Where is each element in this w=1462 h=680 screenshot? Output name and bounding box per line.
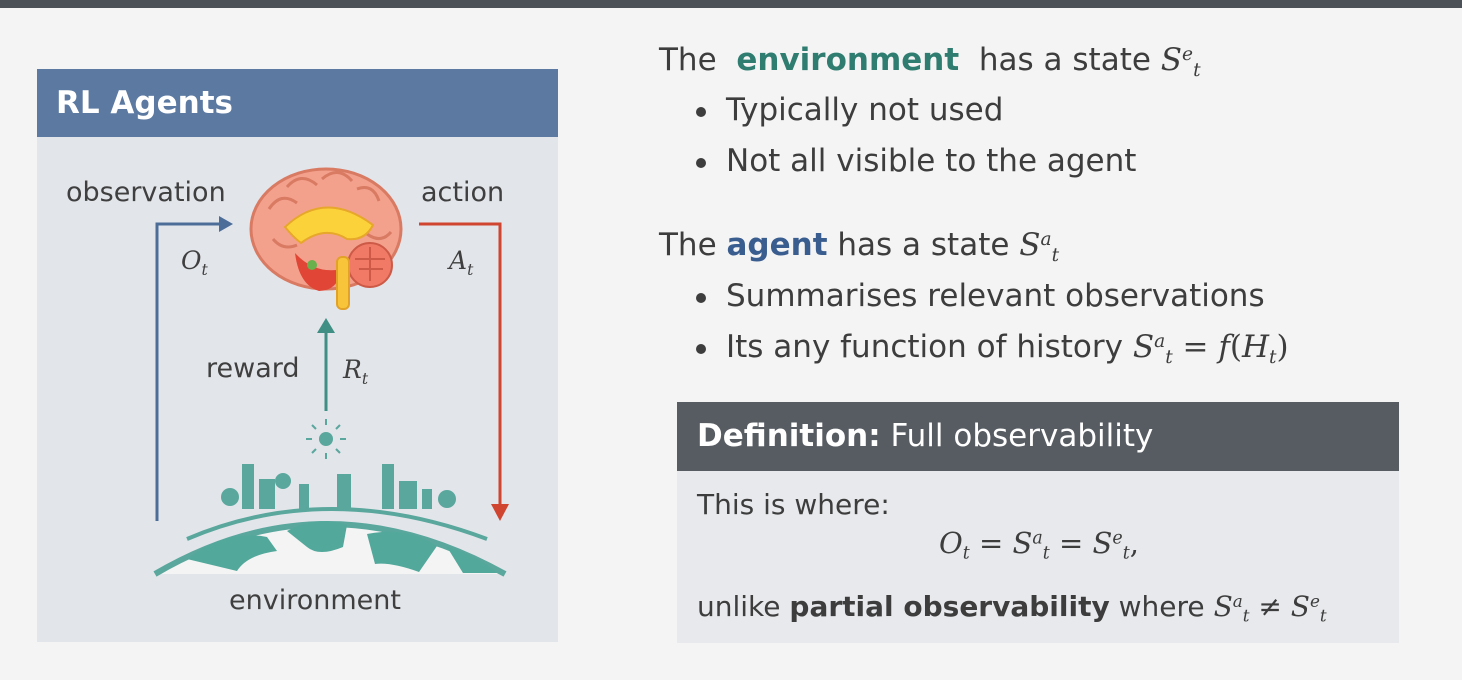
action-symbol: At	[449, 246, 474, 279]
definition-intro: This is where:	[697, 488, 890, 521]
agent-keyword: agent	[726, 227, 828, 263]
definition-title: Full observability	[890, 418, 1154, 454]
action-arrow	[419, 222, 509, 521]
agent-bullet-1: Summarises relevant observations	[726, 278, 1265, 314]
bullet-dot	[696, 293, 706, 303]
bullet-dot	[696, 107, 706, 117]
panel-title: RL Agents	[37, 69, 558, 137]
definition-header: Definition: Full observability	[677, 402, 1399, 471]
observation-arrow	[155, 216, 233, 521]
bullet-dot	[696, 344, 706, 354]
reward-symbol: Rt	[343, 355, 369, 388]
definition-label: Definition:	[697, 418, 881, 454]
history-function-formula: Sat = f(Ht)	[1132, 329, 1289, 368]
bullet-dot	[696, 158, 706, 168]
agent-state-heading: The agent has a state Sat	[659, 227, 1060, 266]
environment-state-heading: The environment has a state Set	[659, 42, 1201, 81]
definition-outro: unlike partial observability where Sat ≠…	[697, 590, 1327, 626]
definition-box: Definition: Full observability This is w…	[677, 402, 1399, 643]
partial-observability-formula: Sat ≠ Set	[1213, 590, 1327, 626]
action-label: action	[421, 177, 505, 208]
environment-label: environment	[229, 585, 401, 616]
brain-icon	[249, 167, 403, 310]
partial-observability-term: partial observability	[789, 590, 1110, 623]
rl-agents-panel: RL Agents	[37, 69, 558, 642]
reward-arrow	[317, 318, 335, 411]
env-bullet-1: Typically not used	[726, 92, 1004, 128]
rl-loop-diagram	[153, 167, 509, 577]
observation-label: observation	[66, 177, 226, 208]
env-bullet-2: Not all visible to the agent	[726, 143, 1137, 179]
environment-keyword: environment	[736, 42, 960, 78]
full-observability-formula: Ot = Sat = Set,	[939, 526, 1139, 564]
reward-label: reward	[206, 353, 300, 384]
earth-icon	[153, 419, 507, 577]
env-state-symbol: Set	[1160, 42, 1201, 81]
top-bar	[0, 0, 1462, 8]
agent-bullet-2: Its any function of history Sat = f(Ht)	[726, 329, 1289, 368]
agent-state-symbol: Sat	[1019, 227, 1060, 266]
observation-symbol: Ot	[181, 246, 208, 279]
